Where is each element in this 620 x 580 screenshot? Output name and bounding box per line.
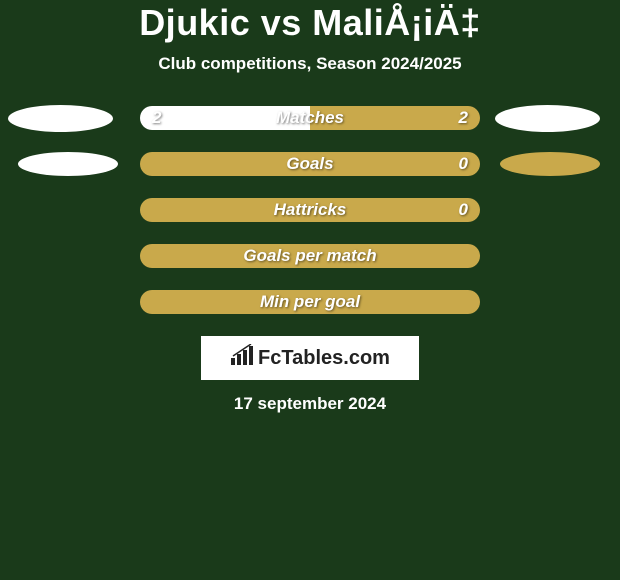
comparison-widget: Djukic vs MaliÅ¡iÄ‡ Club competitions, S…: [0, 0, 620, 414]
stat-label: Goals: [140, 154, 480, 174]
stat-bar: Goals 0: [140, 152, 480, 176]
page-title: Djukic vs MaliÅ¡iÄ‡: [0, 2, 620, 44]
stat-row-goals-per-match: Goals per match: [0, 244, 620, 268]
subtitle: Club competitions, Season 2024/2025: [0, 54, 620, 74]
stat-row-hattricks: Hattricks 0: [0, 198, 620, 222]
stat-right-value: 0: [459, 200, 468, 220]
stat-row-goals: Goals 0: [0, 152, 620, 176]
stat-label: Hattricks: [140, 200, 480, 220]
stat-label: Matches: [140, 108, 480, 128]
stat-row-min-per-goal: Min per goal: [0, 290, 620, 314]
stat-right-value: 2: [459, 108, 468, 128]
stat-bar: Min per goal: [140, 290, 480, 314]
logo: FcTables.com: [230, 344, 390, 372]
stat-bar: Goals per match: [140, 244, 480, 268]
left-marker-icon: [18, 152, 118, 176]
chart-icon: [230, 344, 256, 372]
stat-row-matches: 2 Matches 2: [0, 106, 620, 130]
stat-bar: 2 Matches 2: [140, 106, 480, 130]
right-marker-icon: [495, 105, 600, 132]
logo-box[interactable]: FcTables.com: [201, 336, 419, 380]
stat-label: Goals per match: [140, 246, 480, 266]
left-marker-icon: [8, 105, 113, 132]
stat-left-value: 2: [152, 108, 161, 128]
stat-label: Min per goal: [140, 292, 480, 312]
stat-bar: Hattricks 0: [140, 198, 480, 222]
date-text: 17 september 2024: [0, 394, 620, 414]
logo-text: FcTables.com: [258, 347, 390, 370]
right-marker-icon: [500, 152, 600, 176]
stat-right-value: 0: [459, 154, 468, 174]
